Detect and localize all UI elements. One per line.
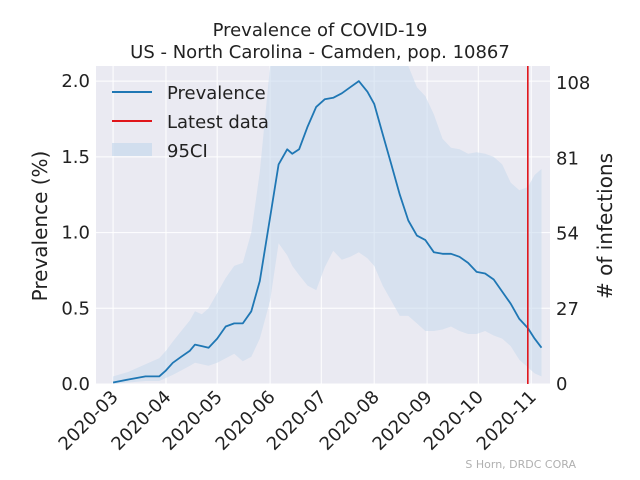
prevalence-line — [112, 80, 543, 384]
legend-ci-swatch — [112, 143, 152, 156]
y-tick-label-1: 0.5 — [61, 298, 90, 319]
y-tick-label-2: 1.0 — [61, 223, 90, 244]
legend-latest-label: Latest data — [167, 112, 269, 133]
y2-axis-ticks: 0 27 54 81 108 — [556, 73, 590, 395]
credit-text: S Horn, DRDC CORA — [465, 458, 576, 471]
legend-prevalence-label: Prevalence — [167, 83, 266, 104]
x-axis-ticks: 2020-032020-042020-052020-062020-072020-… — [55, 387, 541, 455]
y-tick-label-3: 1.5 — [61, 147, 90, 168]
y2-tick-label-1: 27 — [556, 299, 579, 320]
legend: Prevalence Latest data 95CI — [112, 83, 269, 162]
y-tick-label-4: 2.0 — [61, 71, 90, 92]
y2-tick-label-0: 0 — [556, 374, 567, 395]
y2-tick-label-2: 54 — [556, 224, 579, 245]
ci-band — [113, 66, 542, 384]
y-axis-ticks: 0.0 0.5 1.0 1.5 2.0 — [61, 71, 90, 395]
y-tick-label-0: 0.0 — [61, 374, 90, 395]
legend-ci-label: 95CI — [167, 141, 208, 162]
chart-title-line2: US - North Carolina - Camden, pop. 10867 — [130, 42, 510, 63]
y2-axis-label: # of infections — [593, 153, 617, 299]
y2-tick-label-4: 108 — [556, 73, 590, 94]
y2-tick-label-3: 81 — [556, 148, 579, 169]
y-axis-label: Prevalence (%) — [28, 151, 52, 302]
chart-title-line1: Prevalence of COVID-19 — [213, 20, 428, 41]
